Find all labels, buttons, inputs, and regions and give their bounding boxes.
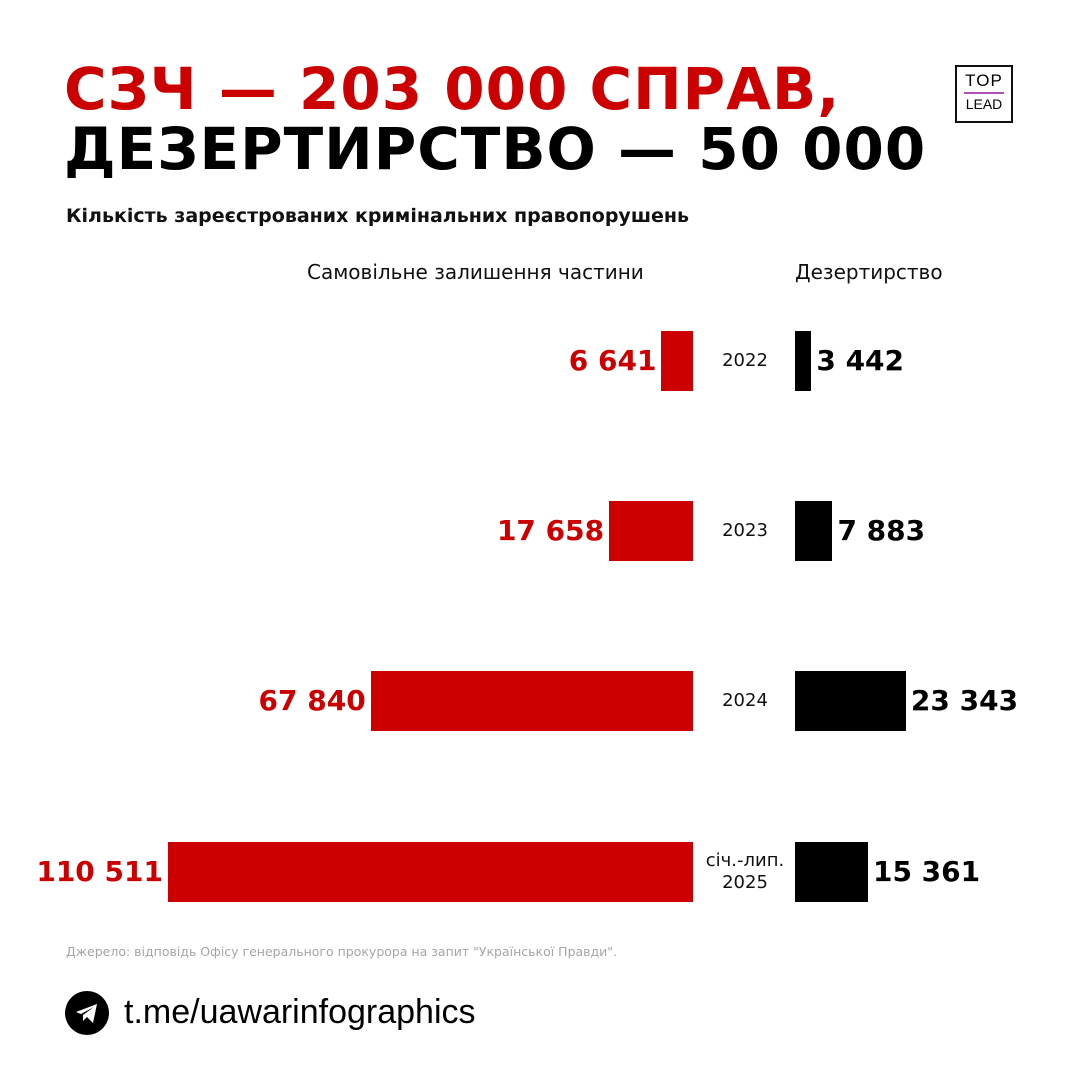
- category-label: 2024: [722, 690, 768, 711]
- telegram-link[interactable]: t.me/uawarinfographics: [124, 993, 476, 1031]
- category-label: 2023: [722, 520, 768, 541]
- logo-bottom: LEAD: [965, 96, 1003, 112]
- bar-szch: [609, 501, 693, 561]
- logo-top: TOP: [965, 71, 1003, 90]
- bar-desertion: [795, 671, 906, 731]
- bar-desertion: [795, 842, 868, 902]
- top-lead-logo: TOP LEAD: [955, 65, 1013, 123]
- source-note: Джерело: відповідь Офісу генерального пр…: [66, 944, 618, 959]
- value-label-szch: 6 641: [568, 344, 657, 377]
- bar-desertion: [795, 331, 812, 391]
- title-line-2: ДЕЗЕРТИРСТВО — 50 000: [64, 115, 927, 183]
- value-label-desertion: 23 343: [910, 684, 1019, 717]
- value-label-szch: 67 840: [258, 684, 366, 717]
- value-label-desertion: 7 883: [837, 514, 926, 547]
- bar-szch: [661, 331, 693, 391]
- bar-szch: [370, 671, 693, 731]
- value-label-szch: 17 658: [496, 514, 605, 547]
- telegram-icon: [65, 991, 109, 1035]
- category-label: січ.-лип. 2025: [705, 850, 785, 893]
- legend-right: Дезертирство: [795, 260, 943, 284]
- value-label-desertion: 3 442: [816, 344, 905, 377]
- bar-szch: [168, 842, 693, 902]
- value-label-desertion: 15 361: [872, 855, 981, 888]
- legend-left: Самовільне залишення частини: [307, 260, 644, 284]
- chart-title: Кількість зареєстрованих кримінальних пр…: [66, 205, 690, 227]
- title-line-1: СЗЧ — 203 000 СПРАВ,: [64, 55, 841, 123]
- category-label: 2022: [722, 350, 768, 371]
- bar-desertion: [795, 501, 833, 561]
- value-label-szch: 110 511: [36, 855, 163, 888]
